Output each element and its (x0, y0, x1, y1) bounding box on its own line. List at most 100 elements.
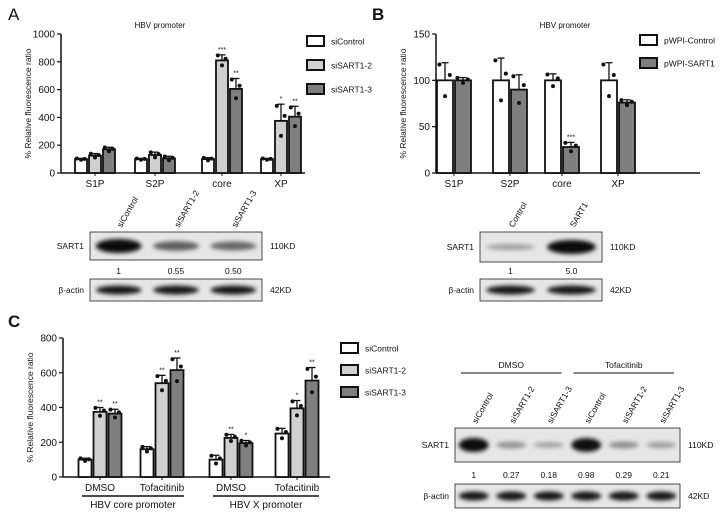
x-tick-label: S2P (146, 179, 165, 190)
data-point (82, 156, 87, 161)
data-point (110, 146, 115, 151)
legend-label: siSART1-3 (365, 388, 406, 398)
data-point (160, 388, 164, 393)
data-point (170, 155, 175, 160)
data-point (78, 456, 83, 461)
legend-swatch (306, 83, 325, 95)
data-point (265, 157, 269, 162)
data-point (493, 58, 498, 63)
target-band (496, 441, 527, 449)
actin-band (486, 285, 535, 295)
data-point (148, 446, 153, 451)
data-point (83, 458, 87, 463)
bar-siSART1-2 (289, 407, 305, 478)
lane-label: siControl (115, 195, 140, 229)
quantification-value: 0.50 (225, 266, 242, 276)
data-point (101, 408, 106, 413)
data-point (145, 449, 149, 454)
significance-label: *** (567, 134, 575, 141)
significance-label: ** (112, 401, 118, 408)
x-tick-label: S2P (501, 179, 520, 190)
significance-label: ** (309, 360, 315, 367)
significance-label: * (280, 96, 283, 103)
x-tick-label: core (552, 179, 572, 190)
legend-swatch (639, 34, 658, 46)
actin-band (458, 491, 489, 501)
data-point (163, 378, 168, 383)
data-point (499, 98, 503, 103)
chart-title: HBV promoter (135, 21, 186, 30)
data-point (209, 156, 214, 161)
bar-siSART1-2 (223, 437, 239, 478)
quantification-value: 0.29 (615, 470, 632, 480)
legend-swatch (306, 59, 325, 71)
y-tick-label: 600 (38, 85, 55, 96)
data-point (139, 157, 143, 162)
legend-swatch (340, 386, 359, 398)
x-tick-label: DMSO (216, 483, 246, 494)
data-point (268, 156, 273, 161)
loading-label: β-actin (448, 285, 474, 295)
data-point (229, 77, 234, 82)
lane-label: siSART1-2 (172, 188, 201, 229)
data-point (102, 145, 107, 150)
y-tick-label: 200 (38, 141, 55, 152)
target-band (608, 441, 639, 449)
bar-pWPI-Control (600, 79, 618, 174)
data-point (167, 158, 171, 163)
data-point (79, 157, 83, 162)
data-point (280, 436, 284, 441)
data-point (611, 73, 616, 78)
data-point (465, 77, 470, 82)
y-tick-label: 600 (40, 368, 57, 379)
loading-label: β-actin (58, 285, 84, 295)
data-point (629, 99, 634, 104)
quantification-value: 1 (471, 470, 476, 480)
bar-pWPI-SART1 (454, 79, 472, 174)
actin-band (646, 491, 677, 501)
lane-label: siSART1-3 (657, 384, 686, 425)
y-tick-label: 400 (38, 113, 55, 124)
lane-label: siSART1-2 (620, 384, 649, 425)
chart-c: % Relative fluorescence ratio 0 200 400 600 8… (25, 334, 406, 512)
data-point (74, 156, 79, 161)
target-label: SART1 (447, 242, 475, 252)
data-point (545, 72, 550, 77)
actin-band (153, 285, 199, 295)
x-tick-label: DMSO (85, 483, 115, 494)
data-point (619, 98, 624, 103)
legend-label: pWPI-SART1 (664, 59, 715, 69)
data-point (625, 103, 629, 108)
bar-pWPI-Control (436, 79, 454, 174)
target-kd-label: 110KD (688, 440, 713, 450)
data-point (437, 62, 442, 67)
western-blot-b: Control 1 SART1 5.0 SART1 β-actin 110KD 42KD (447, 200, 635, 302)
bar-siSART1-3 (238, 442, 254, 478)
data-point (521, 83, 526, 88)
data-point (293, 124, 297, 129)
data-point (455, 75, 460, 80)
data-point (283, 429, 288, 434)
legend-label: siSART1-2 (365, 366, 406, 376)
y-tick-label: 150 (413, 30, 430, 41)
actin-band (95, 285, 142, 295)
data-point (209, 453, 214, 458)
data-point (569, 149, 573, 154)
target-band (547, 240, 596, 254)
data-point (217, 456, 222, 461)
y-tick-label: 1000 (33, 30, 56, 41)
bar-siSART1-3 (169, 369, 185, 478)
data-point (290, 399, 295, 404)
data-point (274, 103, 279, 108)
y-tick-label: 0 (424, 169, 430, 180)
y-axis-label: % Relative fluorescence ratio (25, 352, 35, 462)
bar-pWPI-Control (492, 79, 510, 174)
treatment-label: Tofacitinib (605, 360, 643, 370)
loading-blot-strip (479, 278, 603, 302)
lane-label: siSART1-3 (545, 384, 574, 425)
data-point (275, 426, 280, 431)
target-blot-strip (454, 427, 681, 463)
data-point (206, 158, 210, 163)
chart-a: HBV promoter % Relative fluorescence rati… (23, 21, 372, 190)
treatment-label: DMSO (499, 360, 525, 370)
